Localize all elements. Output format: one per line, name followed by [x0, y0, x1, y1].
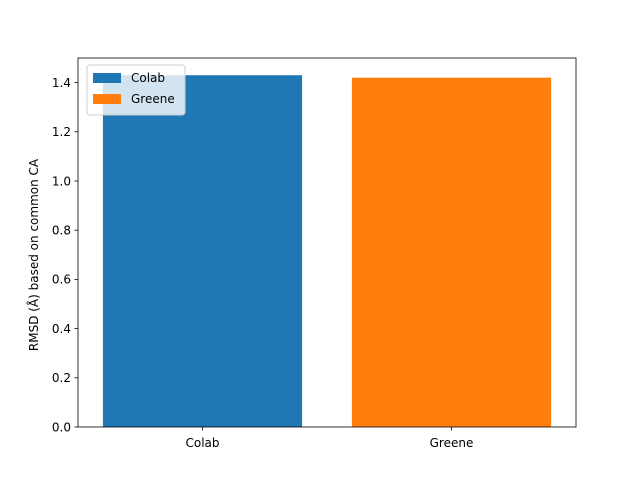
legend-label: Greene: [131, 92, 175, 106]
legend: Colab Greene: [86, 64, 186, 116]
x-tick-label: Colab: [185, 436, 219, 450]
legend-swatch: [93, 73, 121, 83]
y-tick-label: 0.8: [52, 224, 71, 238]
y-tick-label: 1.2: [52, 125, 71, 139]
y-tick-label: 0.2: [52, 371, 71, 385]
x-tick-label: Greene: [430, 436, 474, 450]
bar-greene: [351, 77, 552, 428]
plot-area: 0.0 0.2 0.4 0.6 0.8 1.0 1.2 1.4 Colab Greene: [52, 57, 577, 450]
bar-colab: [102, 75, 303, 427]
axes-frame: [77, 57, 577, 428]
legend-swatch: [93, 94, 121, 104]
y-axis-label: RMSD (Å) based on common CA: [26, 158, 41, 351]
y-tick-label: 1.4: [52, 76, 71, 90]
y-tick-label: 0.4: [52, 322, 71, 336]
y-tick-label: 0.0: [52, 420, 71, 434]
legend-label: Colab: [131, 71, 165, 85]
y-tick-label: 0.6: [52, 273, 71, 287]
y-tick-label: 1.0: [52, 174, 71, 188]
